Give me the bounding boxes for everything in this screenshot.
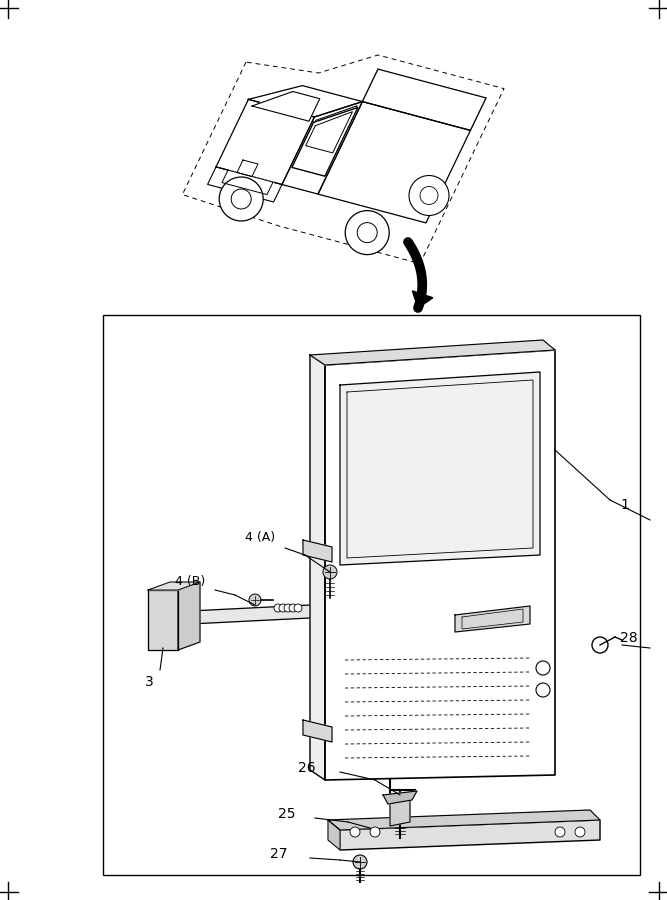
Circle shape (284, 604, 292, 612)
Circle shape (294, 604, 302, 612)
Polygon shape (310, 340, 555, 365)
Circle shape (536, 683, 550, 697)
Circle shape (370, 827, 380, 837)
Polygon shape (305, 112, 352, 153)
Circle shape (592, 637, 608, 653)
Polygon shape (292, 107, 358, 176)
Polygon shape (325, 350, 555, 780)
Polygon shape (383, 791, 417, 804)
Polygon shape (455, 606, 530, 632)
Circle shape (409, 176, 449, 215)
Text: 26: 26 (298, 761, 315, 775)
Circle shape (289, 604, 297, 612)
Polygon shape (318, 102, 470, 223)
Polygon shape (282, 102, 362, 194)
Polygon shape (310, 355, 325, 780)
Text: 4 (A): 4 (A) (245, 532, 275, 544)
Polygon shape (303, 540, 332, 562)
Polygon shape (148, 582, 200, 590)
Circle shape (249, 594, 261, 606)
Text: 27: 27 (270, 847, 287, 861)
Polygon shape (340, 372, 540, 565)
Circle shape (420, 186, 438, 204)
Polygon shape (216, 99, 314, 184)
Polygon shape (309, 106, 357, 143)
Polygon shape (303, 720, 332, 742)
Circle shape (279, 604, 287, 612)
Circle shape (274, 604, 282, 612)
Circle shape (555, 827, 565, 837)
Text: 4 (B): 4 (B) (175, 575, 205, 589)
Polygon shape (252, 92, 319, 122)
Polygon shape (362, 69, 486, 130)
Polygon shape (178, 582, 200, 650)
Circle shape (350, 827, 360, 837)
Circle shape (231, 189, 251, 209)
Polygon shape (328, 820, 340, 850)
Polygon shape (222, 170, 273, 194)
Circle shape (156, 625, 170, 639)
Polygon shape (412, 291, 433, 308)
Polygon shape (170, 605, 310, 625)
Polygon shape (309, 145, 335, 164)
Circle shape (575, 827, 585, 837)
Text: 3: 3 (145, 675, 154, 689)
Circle shape (353, 855, 367, 869)
Circle shape (346, 211, 390, 255)
Polygon shape (340, 820, 600, 850)
Circle shape (536, 661, 550, 675)
Polygon shape (207, 166, 282, 202)
Circle shape (358, 222, 378, 243)
Text: 28: 28 (620, 631, 638, 645)
Text: 25: 25 (278, 807, 295, 821)
Bar (103, 315, 640, 875)
Polygon shape (237, 160, 258, 176)
Text: 1: 1 (620, 498, 629, 512)
Circle shape (323, 565, 337, 579)
Circle shape (219, 177, 263, 221)
Polygon shape (148, 590, 178, 650)
Polygon shape (328, 810, 600, 830)
Polygon shape (390, 796, 410, 826)
Polygon shape (248, 86, 362, 117)
Circle shape (156, 601, 170, 615)
